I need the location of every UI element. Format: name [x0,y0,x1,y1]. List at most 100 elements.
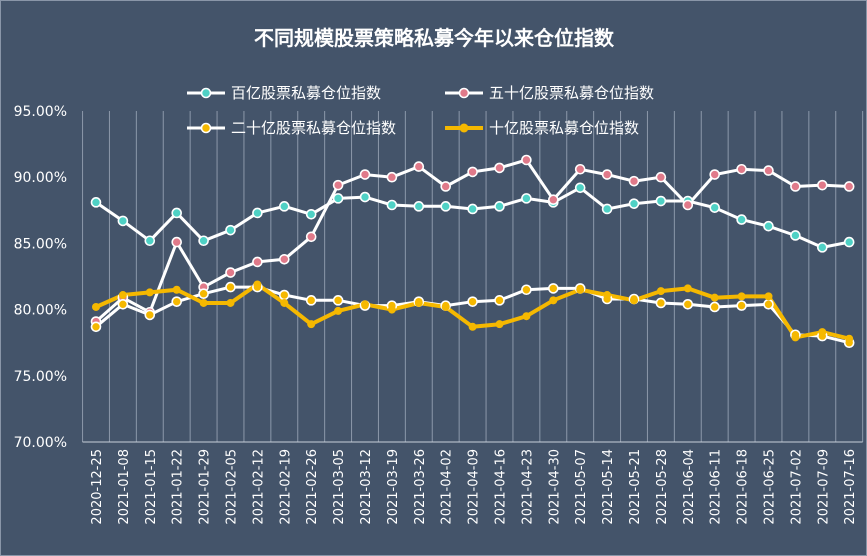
data-point [359,169,371,180]
x-tick-label: 2021-04-02 [440,449,455,525]
x-tick-label: 2021-01-08 [117,449,132,525]
data-point [305,208,317,220]
data-point [655,297,667,309]
data-point [576,285,585,294]
data-point [198,288,209,300]
data-point [816,242,828,253]
x-tick-label: 2021-02-12 [251,449,266,525]
x-tick-label: 2021-06-18 [736,449,751,525]
x-tick-label: 2021-02-26 [305,449,320,525]
x-tick-label: 2021-03-05 [332,449,347,525]
data-point [144,235,156,247]
data-point [845,334,854,343]
x-tick-label: 2021-05-07 [574,449,589,525]
data-point [843,181,855,192]
legend-marker [459,123,469,133]
x-tick-label: 2021-01-29 [198,449,213,525]
data-point [440,201,452,212]
data-point [547,283,559,294]
data-point [683,284,692,293]
data-point [253,280,262,289]
x-tick-label: 2020-12-25 [90,449,105,525]
legend-marker [200,87,212,99]
data-point [252,256,263,268]
legend-label: 五十亿股票私募仓位指数 [489,84,654,102]
data-point [601,203,613,215]
data-point [171,236,182,248]
data-point [467,296,478,307]
y-tick-label: 70.00% [14,435,67,451]
data-point [709,169,721,180]
legend-label: 二十亿股票私募仓位指数 [231,119,396,137]
data-point [790,230,801,241]
data-point [630,296,638,305]
data-point [843,236,855,248]
data-point [90,321,102,333]
data-point [736,214,747,225]
x-tick-label: 2021-02-19 [278,449,293,525]
x-tick-label: 2021-03-26 [413,449,428,525]
x-tick-label: 2021-07-16 [843,449,858,525]
data-point [226,298,235,307]
data-point [225,224,236,236]
x-tick-label: 2021-03-12 [359,449,374,525]
data-point [198,235,209,247]
data-point [601,169,613,180]
data-point [494,162,505,174]
data-point [144,309,156,321]
data-point [709,202,721,213]
x-tick-label: 2021-05-21 [628,449,643,525]
legend-marker [200,122,212,134]
data-point [549,296,558,305]
data-point [764,292,773,301]
data-point [709,301,721,313]
data-point [278,289,290,301]
x-tick-label: 2021-06-25 [763,449,778,525]
data-point [521,284,532,296]
x-tick-label: 2021-04-09 [467,449,482,525]
legend-label: 十亿股票私募仓位指数 [489,119,639,137]
data-point [763,220,774,232]
data-point [171,207,182,219]
data-point [816,179,828,191]
x-tick-label: 2021-03-19 [386,449,401,525]
data-point [790,181,801,192]
data-point [117,215,129,227]
data-point [655,171,667,183]
data-point [440,181,452,192]
data-point [467,203,478,215]
data-point [332,193,344,204]
x-tick-label: 2021-05-28 [655,449,670,525]
y-tick-label: 95.00% [14,104,67,120]
data-point [414,298,423,307]
data-point [413,161,425,172]
data-point [521,193,532,204]
y-tick-label: 90.00% [14,170,67,186]
data-point [818,328,827,337]
data-point [603,291,612,300]
data-point [171,296,182,307]
x-tick-label: 2021-06-04 [682,449,697,525]
series-line-0 [95,186,850,249]
data-point [574,182,586,194]
legend-marker [458,87,470,99]
data-point [737,292,746,301]
y-tick-label: 80.00% [14,303,67,319]
data-point [199,298,208,307]
data-point [252,207,263,219]
data-point [494,201,505,212]
x-tick-label: 2021-04-30 [547,449,562,525]
chart-title: 不同规模股票策略私募今年以来仓位指数 [254,26,615,50]
data-point [172,285,181,294]
data-point [278,253,290,265]
data-point [280,298,289,307]
data-point [521,154,532,166]
x-tick-label: 2021-05-14 [601,449,616,525]
data-point [359,191,371,203]
data-point [145,288,154,297]
x-tick-label: 2021-04-16 [494,449,509,525]
data-point [413,201,425,212]
data-point [495,320,504,329]
data-point [682,199,694,211]
